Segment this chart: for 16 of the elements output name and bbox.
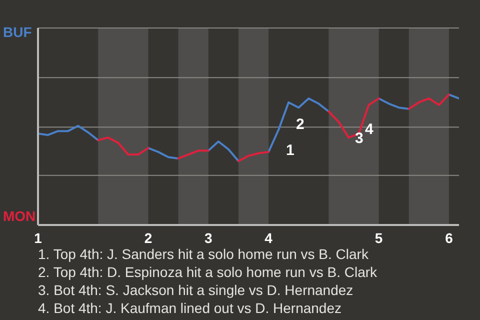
x-tick-label: 4 xyxy=(264,230,273,246)
text: BUF xyxy=(3,24,32,40)
text: 4. Bot 4th: J. Kaufman lined out vs D. Hernandez xyxy=(38,299,343,317)
x-tick-label: 3 xyxy=(204,230,213,246)
annotation: 3 xyxy=(355,130,364,147)
text: 2. Top 4th: D. Espinoza hit a solo home run vs B. Clark xyxy=(38,263,378,281)
text: 1. Top 4th: J. Sanders hit a solo home run vs B. Clark xyxy=(38,245,370,263)
text: 3. Bot 4th: S. Jackson hit a single vs D. Hernandez xyxy=(38,281,354,299)
text: MON xyxy=(3,208,36,224)
x-tick-label: 1 xyxy=(34,230,42,246)
x-tick-label: 2 xyxy=(144,230,152,246)
annotation: 4 xyxy=(365,121,374,138)
x-tick-label: 5 xyxy=(374,230,383,246)
x-tick-label: 6 xyxy=(445,230,454,246)
annotation: 2 xyxy=(296,116,304,133)
annotation: 1 xyxy=(286,142,294,159)
